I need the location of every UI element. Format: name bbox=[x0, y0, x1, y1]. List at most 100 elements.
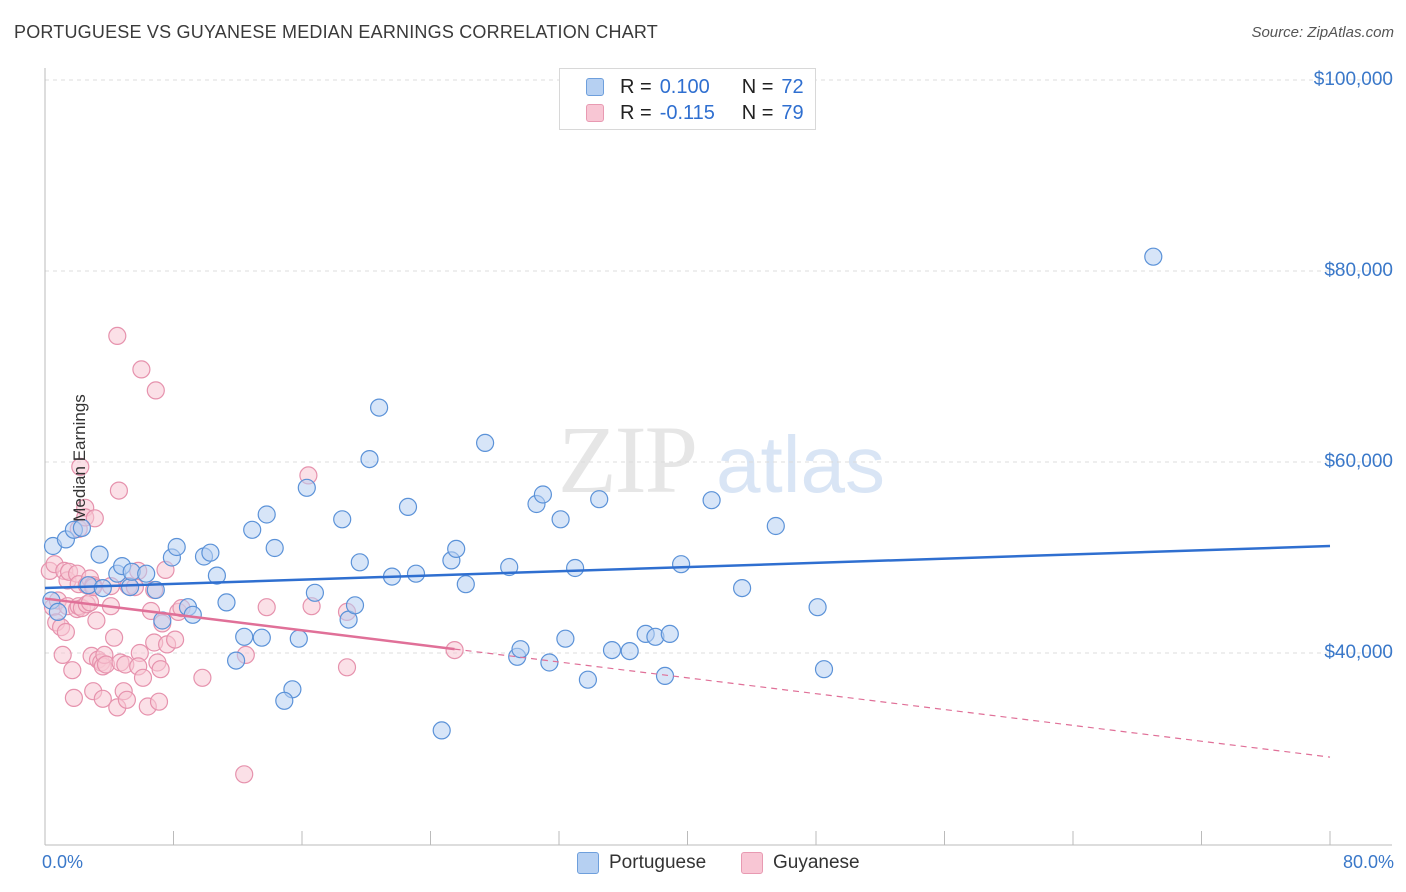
portuguese-swatch bbox=[586, 78, 604, 96]
portuguese-point bbox=[201, 543, 220, 562]
portuguese-point bbox=[702, 491, 721, 510]
portuguese-point bbox=[48, 602, 68, 622]
legend-row-portuguese: R = 0.100 N = 72 bbox=[586, 74, 804, 100]
r-label: R = bbox=[620, 75, 652, 98]
source-label: Source: ZipAtlas.com bbox=[1251, 24, 1394, 41]
y-tick-label: $80,000 bbox=[1324, 260, 1393, 281]
guyanese-point bbox=[53, 645, 72, 665]
axes bbox=[44, 68, 1392, 846]
n-label: N = bbox=[741, 75, 774, 98]
portuguese-point bbox=[540, 653, 559, 672]
portuguese-point bbox=[252, 628, 271, 647]
guyanese-point bbox=[337, 658, 357, 677]
guyanese-point bbox=[93, 689, 112, 708]
portuguese-point bbox=[217, 593, 236, 612]
n-value: 72 bbox=[781, 75, 804, 98]
guyanese-point bbox=[109, 481, 129, 500]
portuguese-point bbox=[305, 583, 324, 602]
guyanese-point bbox=[64, 688, 84, 708]
portuguese-point bbox=[602, 640, 622, 660]
portuguese-point bbox=[183, 605, 202, 624]
guyanese-trend-line bbox=[44, 597, 455, 651]
portuguese-point bbox=[398, 497, 418, 516]
guyanese-point bbox=[166, 630, 185, 649]
y-axis-title: Median Earnings bbox=[69, 394, 89, 522]
guyanese-point bbox=[63, 661, 82, 680]
portuguese-point bbox=[556, 629, 575, 648]
watermark-atlas: atlas bbox=[716, 420, 885, 509]
x-max-label: 80.0% bbox=[1342, 852, 1394, 872]
guyanese-point bbox=[108, 326, 127, 345]
portuguese-point bbox=[808, 598, 827, 617]
guyanese-trend-extension bbox=[454, 648, 1331, 758]
guyanese-point bbox=[132, 360, 151, 379]
y-tick-label: $40,000 bbox=[1324, 642, 1393, 663]
guyanese-point bbox=[149, 692, 169, 711]
guyanese-point bbox=[87, 611, 106, 630]
legend-label-guyanese: Guyanese bbox=[773, 852, 860, 873]
guyanese-point bbox=[146, 381, 165, 400]
portuguese-point bbox=[243, 520, 262, 539]
portuguese-point bbox=[121, 577, 140, 597]
portuguese-point bbox=[207, 566, 226, 585]
portuguese-point bbox=[72, 518, 92, 538]
portuguese-point bbox=[671, 555, 691, 574]
watermark: ZIP atlas bbox=[558, 406, 885, 513]
portuguese-point bbox=[370, 398, 389, 417]
series-legend: Portuguese Guyanese bbox=[0, 852, 1406, 876]
portuguese-point bbox=[551, 510, 570, 529]
chart-title: PORTUGUESE VS GUYANESE MEDIAN EARNINGS C… bbox=[14, 22, 658, 42]
portuguese-point bbox=[265, 538, 284, 558]
guyanese-swatch bbox=[741, 852, 763, 874]
portuguese-point bbox=[432, 721, 451, 740]
legend-item-guyanese[interactable]: Guyanese bbox=[741, 852, 860, 874]
r-value: 0.100 bbox=[659, 75, 710, 98]
portuguese-point bbox=[565, 558, 585, 578]
portuguese-point bbox=[333, 510, 352, 529]
portuguese-point bbox=[456, 575, 475, 594]
guyanese-point bbox=[117, 690, 137, 709]
guyanese-point bbox=[104, 628, 124, 647]
n-label: N = bbox=[741, 101, 774, 124]
portuguese-point bbox=[533, 485, 553, 504]
portuguese-point bbox=[766, 516, 785, 536]
guyanese-swatch bbox=[586, 104, 604, 122]
portuguese-point bbox=[406, 564, 426, 583]
portuguese-point bbox=[500, 557, 519, 577]
y-tick-label: $100,000 bbox=[1313, 69, 1393, 90]
portuguese-point bbox=[732, 578, 752, 598]
guyanese-point bbox=[235, 765, 254, 784]
portuguese-point bbox=[275, 691, 294, 710]
portuguese-point bbox=[167, 537, 186, 557]
portuguese-point bbox=[655, 666, 675, 686]
trend-lines bbox=[44, 544, 1331, 758]
portuguese-point bbox=[511, 640, 530, 659]
guyanese-point bbox=[133, 668, 153, 687]
portuguese-point bbox=[289, 629, 308, 648]
n-value: 79 bbox=[781, 101, 804, 124]
r-label: R = bbox=[620, 101, 652, 124]
portuguese-point bbox=[350, 553, 369, 572]
portuguese-point bbox=[660, 624, 679, 644]
guyanese-point bbox=[56, 622, 76, 642]
r-value: -0.115 bbox=[659, 101, 715, 124]
portuguese-point bbox=[447, 539, 466, 559]
portuguese-point bbox=[578, 670, 598, 689]
x-min-label: 0.0% bbox=[42, 852, 84, 872]
portuguese-point bbox=[590, 490, 609, 509]
portuguese-point bbox=[235, 627, 254, 646]
guyanese-point bbox=[151, 660, 170, 679]
correlation-legend: R = 0.100 N = 72 R = -0.115 N = 79 bbox=[559, 68, 816, 130]
watermark-zip: ZIP bbox=[558, 406, 696, 513]
legend-row-guyanese: R = -0.115 N = 79 bbox=[586, 100, 804, 126]
guyanese-point bbox=[85, 509, 104, 528]
portuguese-point bbox=[297, 478, 316, 497]
guyanese-point bbox=[193, 668, 212, 687]
portuguese-point bbox=[360, 450, 379, 469]
portuguese-swatch bbox=[577, 852, 599, 874]
guyanese-point bbox=[257, 598, 276, 617]
legend-item-portuguese[interactable]: Portuguese bbox=[577, 852, 706, 874]
guyanese-point bbox=[71, 457, 90, 476]
portuguese-point bbox=[90, 545, 109, 564]
